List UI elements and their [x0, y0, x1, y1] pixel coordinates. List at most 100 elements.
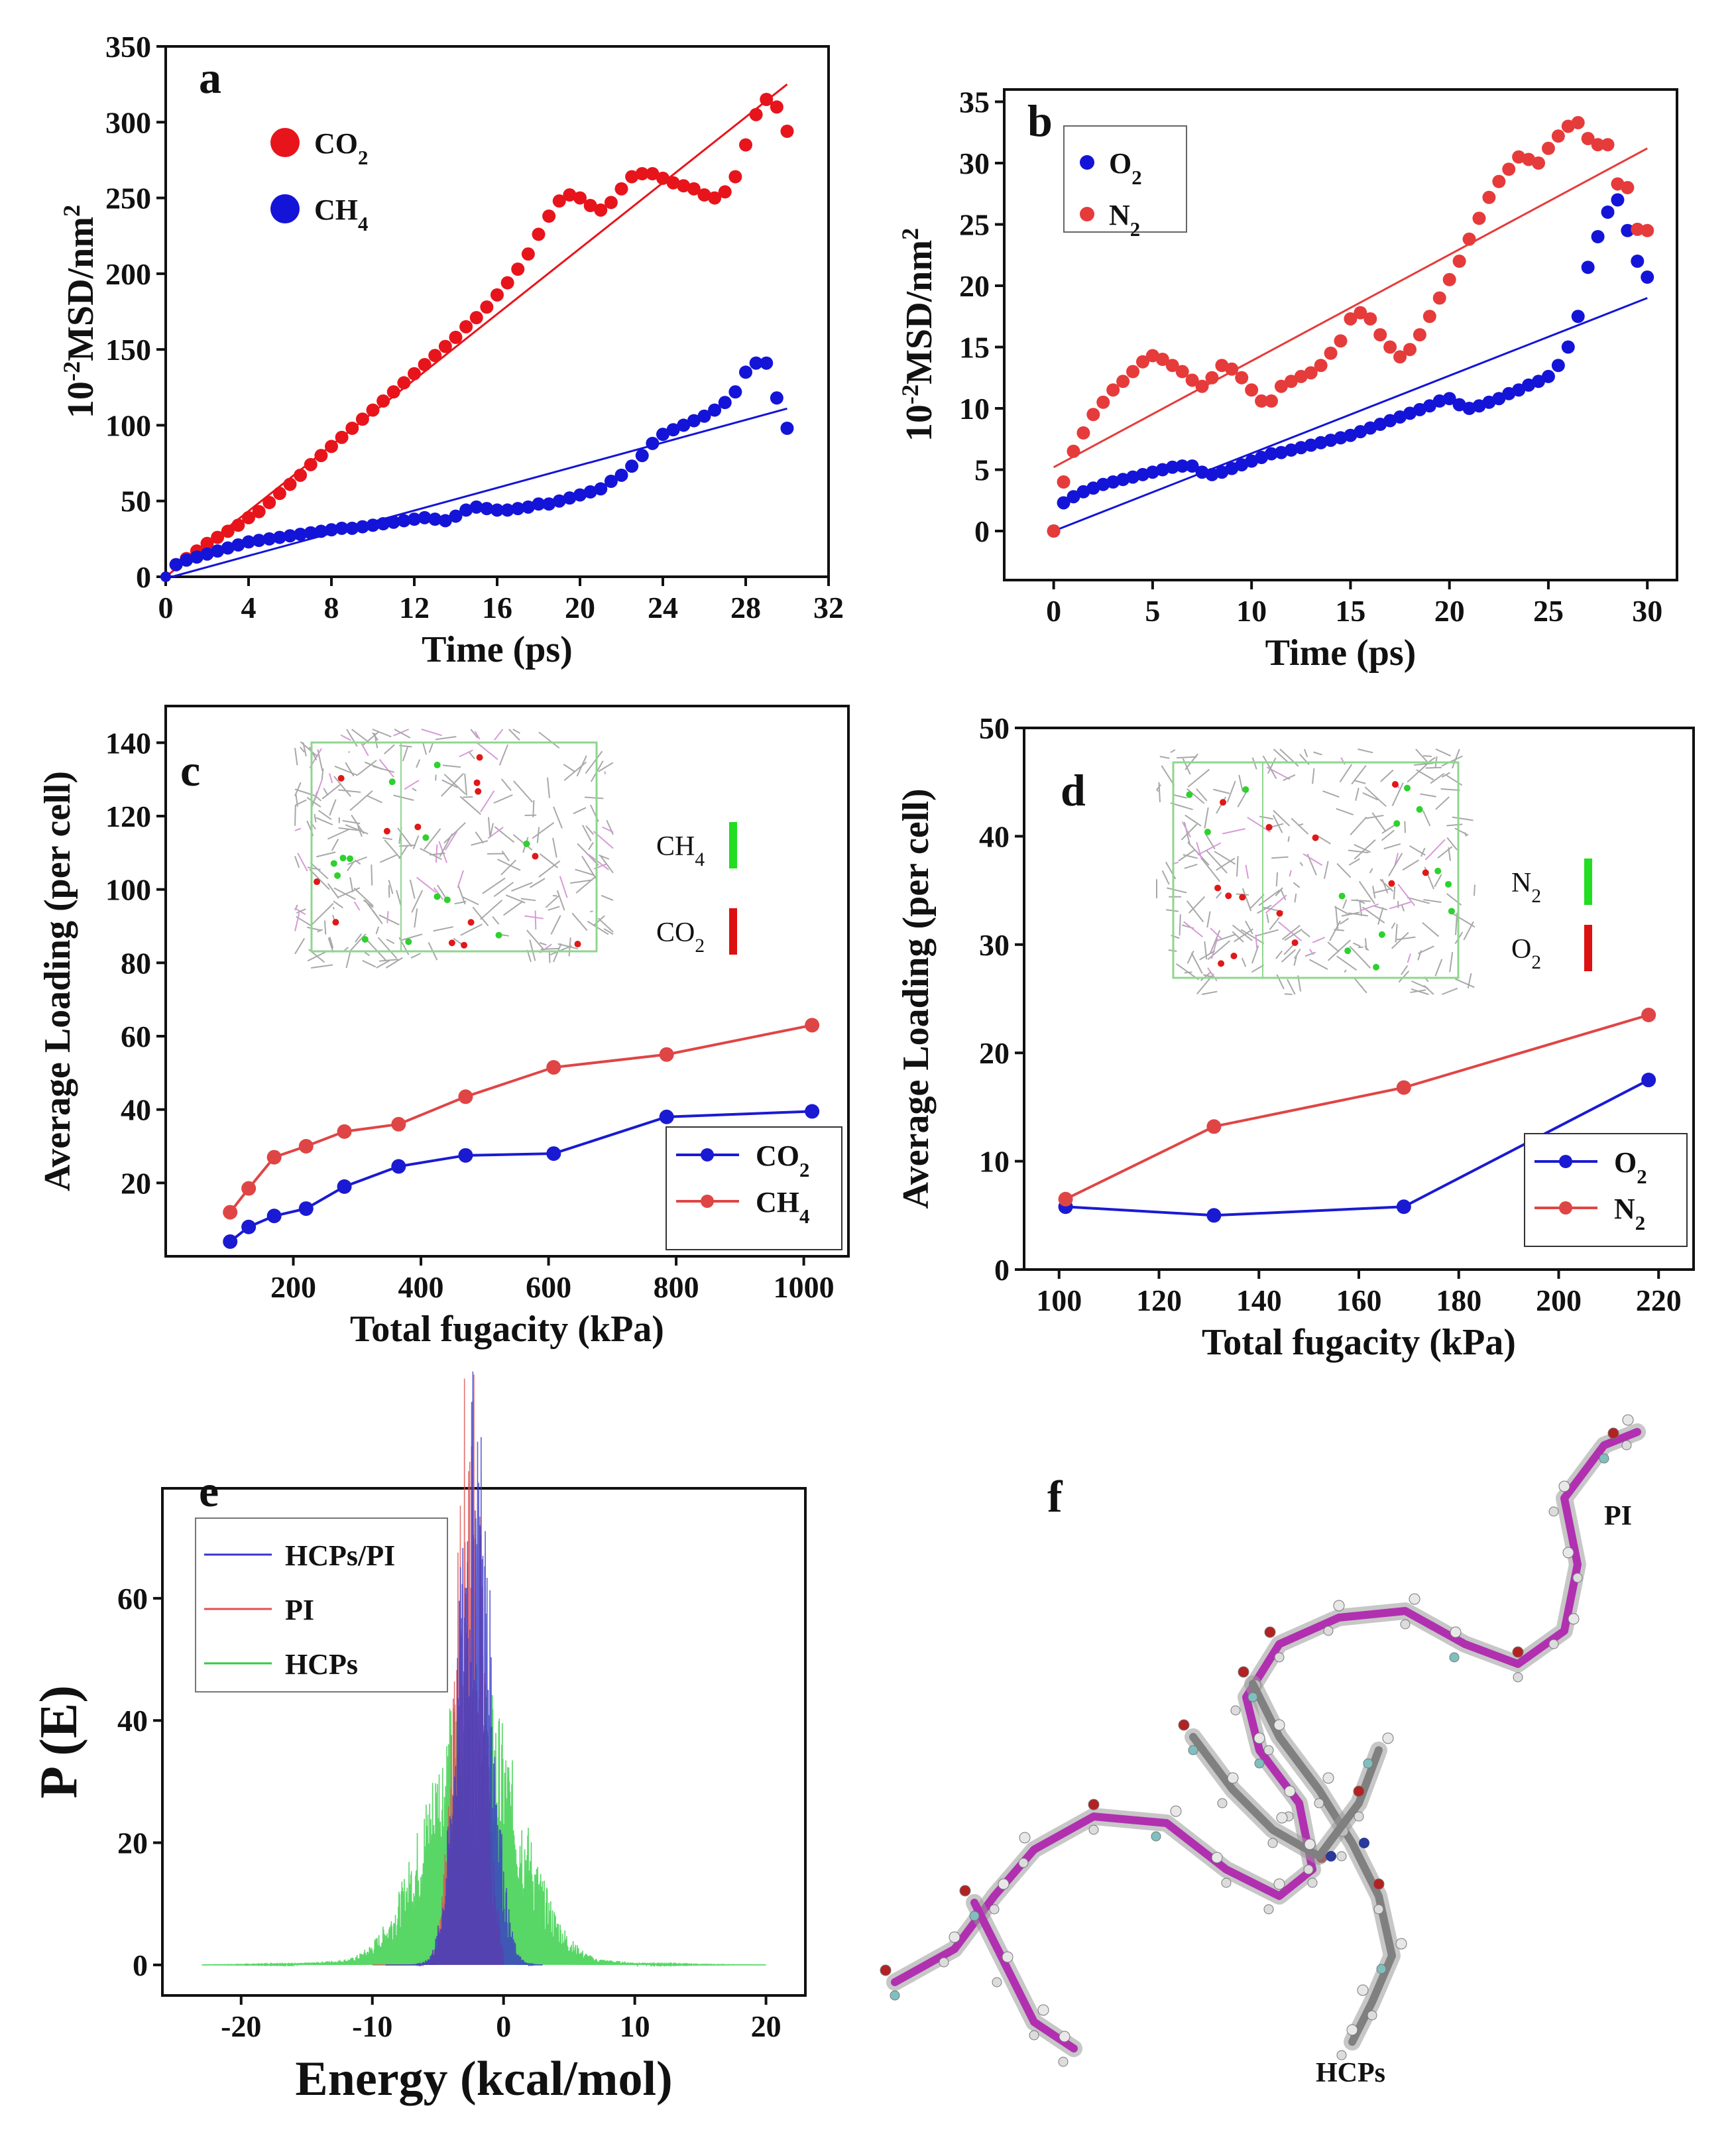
f-atom — [1322, 1772, 1334, 1784]
c-framework-bond — [311, 964, 333, 969]
b-point-n2 — [1116, 375, 1130, 388]
c-framework-bond — [494, 826, 515, 843]
b-point-n2 — [1314, 359, 1328, 373]
c-framework-bond — [411, 890, 424, 913]
c-framework-bond — [394, 729, 411, 739]
b-point-o2 — [1265, 447, 1279, 461]
d-framework-bond — [1276, 974, 1285, 990]
a-point-ch4 — [511, 502, 525, 516]
d-framework-bond — [1226, 780, 1236, 803]
panel-a: 0 4 8 12 16 20 24 28 32 0 50 100 150 200 250 300 350 Time… — [58, 30, 844, 670]
c-framework-bond — [294, 799, 307, 806]
c-framework-bond — [581, 825, 592, 841]
c-framework-bond — [333, 776, 351, 798]
b-point-o2 — [1512, 383, 1526, 397]
d-framework-bond — [1181, 821, 1192, 838]
c-framework-bond — [548, 906, 560, 911]
b-point-o2 — [1284, 443, 1298, 457]
d-framework-bond — [1199, 950, 1216, 961]
c-framework-bond — [412, 788, 417, 792]
a-y-tick-label: 350 — [105, 30, 151, 64]
a-point-ch4 — [563, 491, 577, 505]
d-framework-bond — [1283, 943, 1295, 955]
b-point-o2 — [1492, 392, 1506, 406]
f-atom — [939, 1957, 949, 1968]
c-framework-bond — [340, 734, 351, 741]
c-framework-bond — [568, 937, 571, 957]
f-atom — [1019, 1832, 1031, 1844]
c-guest-molecule — [574, 941, 581, 948]
d-framework-bond — [1348, 849, 1369, 854]
c-framework-bond — [333, 887, 357, 900]
d-framework-bond — [1339, 764, 1353, 783]
c-marker-co2 — [223, 1234, 238, 1249]
c-framework-bond — [372, 732, 379, 741]
a-point-co2 — [780, 125, 794, 138]
e-y-axis-label: P (E) — [30, 1685, 88, 1799]
d-framework-bond — [1402, 859, 1419, 871]
c-framework-bond — [345, 952, 351, 969]
c-framework-bond — [327, 883, 339, 899]
d-guest-molecule — [1448, 908, 1455, 915]
a-point-ch4 — [770, 391, 783, 405]
a-point-co2 — [221, 524, 235, 538]
d-framework-bond — [1204, 807, 1209, 829]
d-framework-bond — [1340, 918, 1349, 925]
d-framework-bond — [1344, 969, 1347, 973]
c-legend-box — [665, 1126, 842, 1250]
d-legend-marker-o2 — [1559, 1155, 1572, 1168]
a-x-tick-label: 12 — [399, 591, 430, 624]
d-framework-bond — [1216, 892, 1222, 899]
d-guest-molecule — [1404, 784, 1411, 792]
e-legend-label: HCPs/PI — [285, 1539, 395, 1572]
d-guest-molecule — [1276, 910, 1283, 917]
b-point-o2 — [1422, 399, 1436, 413]
c-framework-bond — [420, 847, 442, 861]
c-framework-bond — [308, 746, 318, 761]
c-framework-bond — [563, 764, 576, 773]
a-point-ch4 — [480, 502, 494, 516]
c-framework-bond — [512, 834, 533, 851]
d-framework-bond — [1434, 874, 1442, 888]
f-atom — [1599, 1453, 1609, 1464]
c-framework-bond — [297, 853, 308, 872]
e-x-tick-label: 10 — [620, 2009, 650, 2043]
c-marker-co2 — [241, 1219, 257, 1234]
c-framework-bond — [331, 839, 339, 851]
f-nitrogen-atom — [1359, 1838, 1369, 1848]
d-framework-bond — [1441, 755, 1463, 767]
d-marker-n2 — [1641, 1008, 1656, 1023]
c-framework-bond — [347, 856, 368, 865]
d-framework-bond — [1251, 964, 1265, 973]
b-point-n2 — [1432, 291, 1446, 305]
a-panel-label: a — [199, 52, 221, 103]
d-framework-bond — [1351, 765, 1367, 785]
c-marker-co2 — [805, 1104, 820, 1119]
c-framework-bond — [435, 844, 438, 863]
c-framework-bond — [475, 831, 485, 844]
d-framework-bond — [1188, 896, 1206, 914]
d-framework-bond — [1206, 850, 1228, 874]
b-point-n2 — [1373, 328, 1387, 341]
c-legend-label-co2: CO2 — [756, 1140, 809, 1181]
d-framework-bond — [1407, 762, 1429, 783]
c-guest-molecule — [475, 788, 482, 795]
d-guest-molecule — [1422, 869, 1429, 876]
c-unit-cell-box — [310, 741, 598, 953]
d-framework-bond — [1424, 839, 1446, 861]
d-guest-molecule — [1391, 781, 1399, 788]
c-marker-ch4 — [659, 1047, 674, 1062]
c-guest-molecule — [330, 860, 337, 867]
c-framework-bond — [575, 868, 595, 876]
f-atom — [1367, 2010, 1377, 2021]
c-framework-bond — [409, 879, 416, 899]
c-framework-bond — [439, 833, 453, 857]
b-point-o2 — [1205, 467, 1219, 481]
d-framework-bond — [1273, 809, 1291, 827]
c-inset-legend-label: CH4 — [656, 831, 705, 870]
d-framework-bond — [1334, 906, 1350, 916]
d-framework-bond — [1294, 893, 1297, 903]
d-framework-bond — [1272, 814, 1283, 833]
d-guest-molecule — [1388, 880, 1395, 887]
f-atom — [1230, 1705, 1241, 1716]
